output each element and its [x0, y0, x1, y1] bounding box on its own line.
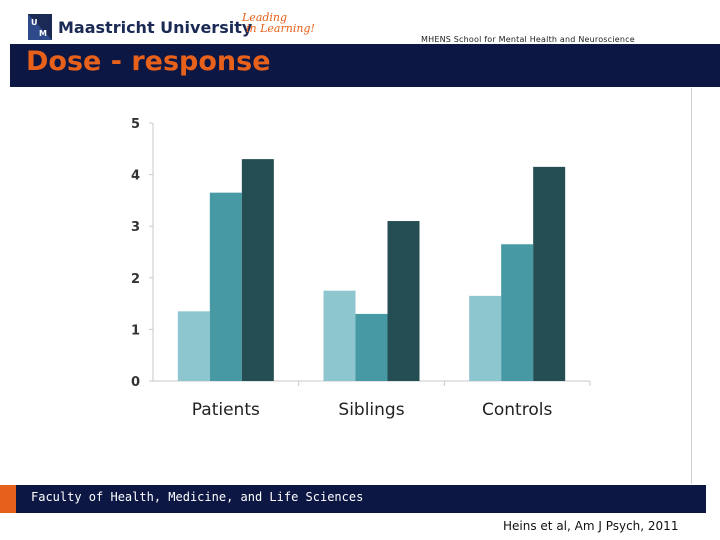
- x-category-label: Siblings: [338, 400, 404, 420]
- bar-siblings-3: [387, 221, 420, 381]
- bar-controls-3: [533, 166, 566, 381]
- university-slogan: Leading in Learning!: [242, 12, 315, 34]
- faculty-name: Faculty of Health, Medicine, and Life Sc…: [31, 490, 364, 504]
- footer-accent: [0, 485, 16, 513]
- y-tick-label: 3: [131, 220, 140, 235]
- svg-text:M: M: [39, 29, 47, 38]
- bar-controls-1: [469, 295, 502, 381]
- page-title: Dose - response: [26, 46, 271, 77]
- footer-bar: [16, 485, 706, 513]
- school-name: MHENS School for Mental Health and Neuro…: [421, 35, 635, 44]
- y-tick-label: 0: [131, 375, 140, 390]
- slogan-line-2: in Learning!: [246, 22, 315, 35]
- y-tick-label: 2: [131, 272, 140, 287]
- university-logo: U M Maastricht University Leading in Lea…: [28, 12, 315, 44]
- bar-patients-2: [209, 192, 242, 381]
- x-category-label: Patients: [192, 400, 260, 420]
- um-logo-icon: U M: [28, 14, 52, 40]
- bar-controls-2: [501, 244, 534, 381]
- bar-patients-1: [177, 311, 210, 381]
- x-category-label: Controls: [482, 400, 552, 420]
- university-name: Maastricht University: [58, 18, 253, 37]
- slide-divider: [691, 88, 692, 484]
- bar-siblings-1: [323, 290, 356, 381]
- svg-text:U: U: [31, 18, 38, 27]
- bar-siblings-2: [355, 313, 388, 381]
- title-bar: [0, 44, 720, 87]
- bar-patients-3: [241, 159, 274, 381]
- title-accent: [0, 44, 10, 87]
- citation: Heins et al, Am J Psych, 2011: [503, 519, 679, 533]
- y-tick-label: 5: [131, 117, 140, 132]
- slogan-line-1: Leading: [242, 11, 288, 24]
- y-tick-label: 1: [131, 323, 140, 338]
- y-tick-label: 4: [131, 169, 140, 184]
